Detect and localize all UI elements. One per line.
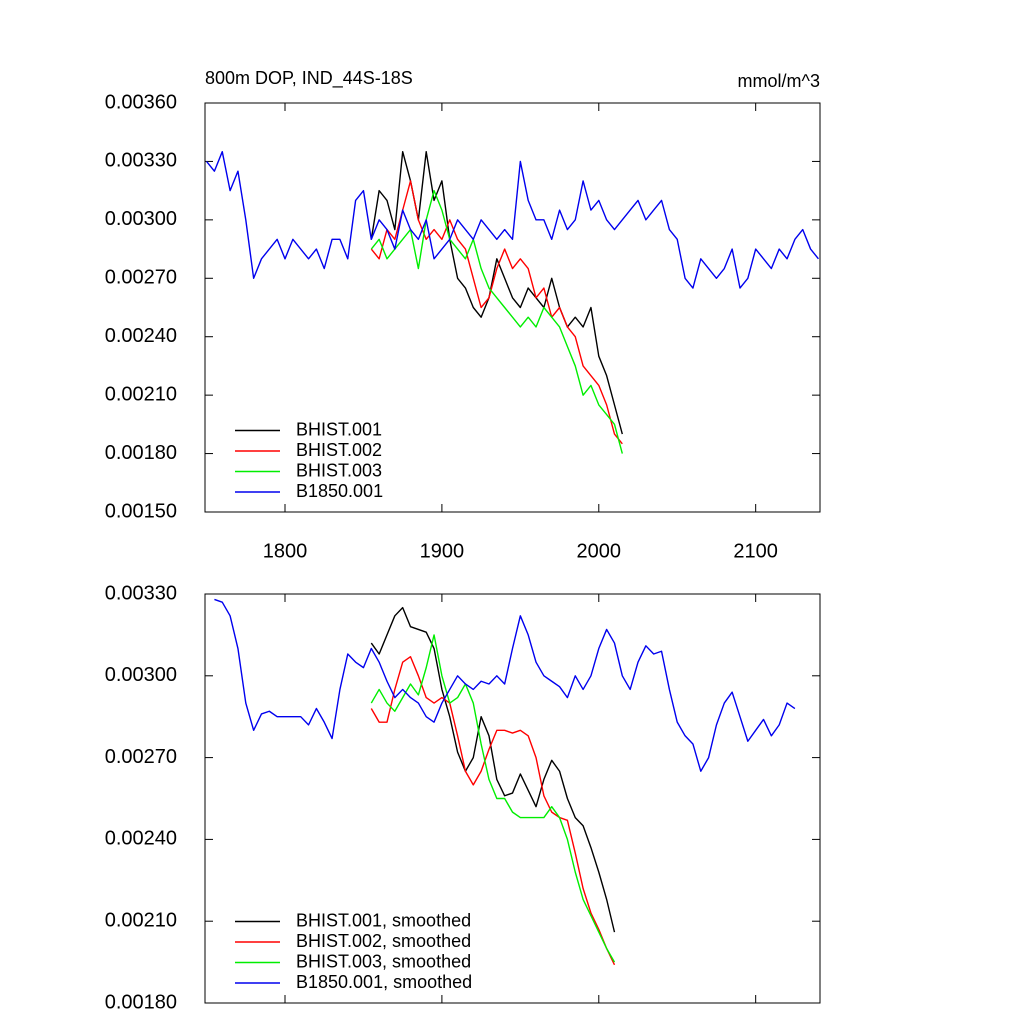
legend-label: BHIST.003, smoothed (296, 951, 471, 971)
y-tick-label: 0.00240 (105, 325, 177, 347)
legend-label: B1850.001, smoothed (296, 972, 472, 992)
plot-frame (204, 593, 821, 1004)
x-tick-label: 2000 (577, 540, 622, 562)
legend-label: BHIST.002, smoothed (296, 931, 471, 951)
legend-label: BHIST.003 (296, 460, 382, 480)
x-tick-label: 1800 (263, 540, 308, 562)
y-tick-label: 0.00300 (105, 208, 177, 230)
data-line (370, 606, 616, 933)
y-tick-label: 0.00210 (105, 383, 177, 405)
y-tick-label: 0.00240 (105, 828, 177, 850)
data-line (370, 656, 616, 966)
units-label: mmol/m^3 (738, 71, 820, 91)
legend-label: B1850.001 (296, 481, 383, 501)
y-tick-label: 0.00300 (105, 664, 177, 686)
data-line (370, 150, 623, 435)
y-tick-label: 0.00330 (105, 150, 177, 172)
legend-label: BHIST.001 (296, 419, 382, 439)
legend-label: BHIST.002 (296, 440, 382, 460)
y-tick-label: 0.00210 (105, 909, 177, 931)
y-tick-label: 0.00180 (105, 991, 177, 1013)
data-line (370, 634, 616, 963)
y-tick-label: 0.00180 (105, 442, 177, 464)
data-line (206, 150, 819, 289)
y-tick-label: 0.00270 (105, 746, 177, 768)
y-tick-label: 0.00330 (105, 582, 177, 604)
x-tick-label: 1900 (420, 540, 465, 562)
chart-title: 800m DOP, IND_44S-18S (205, 68, 413, 89)
y-tick-label: 0.00270 (105, 267, 177, 289)
data-line (370, 189, 623, 454)
y-tick-label: 0.00360 (105, 91, 177, 113)
y-tick-label: 0.00150 (105, 500, 177, 522)
x-tick-label: 2100 (733, 540, 778, 562)
legend-label: BHIST.001, smoothed (296, 910, 471, 930)
data-line (214, 598, 796, 772)
plot-frame (204, 102, 821, 513)
data-line (370, 180, 623, 445)
